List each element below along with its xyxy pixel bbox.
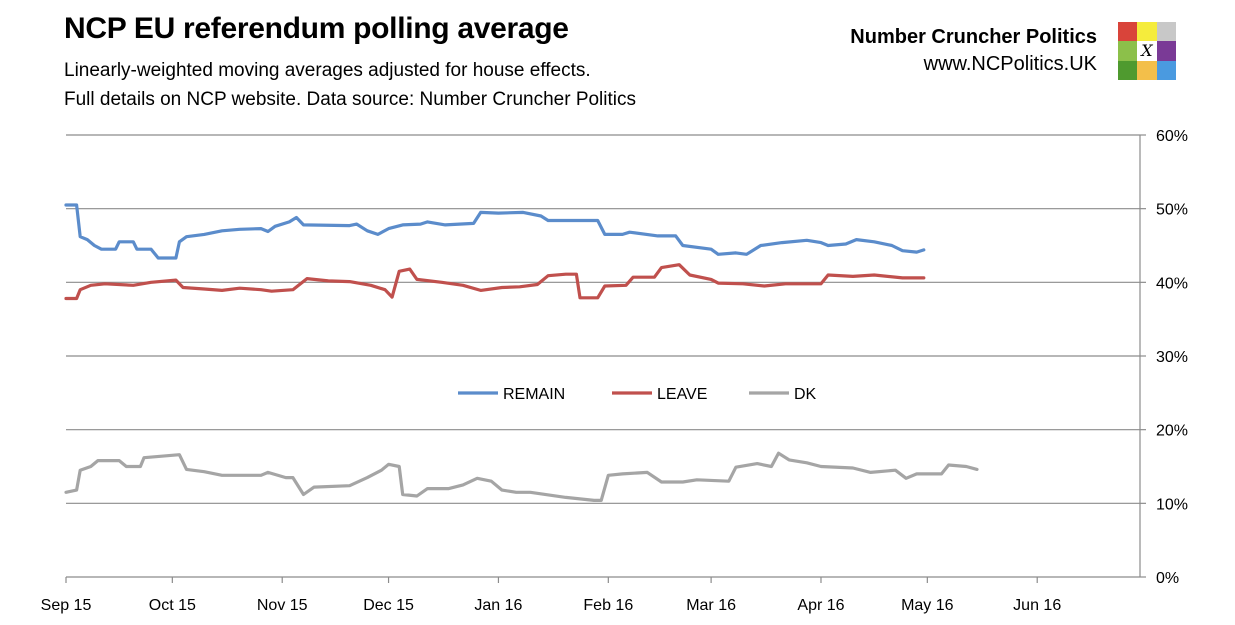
y-tick-label: 40% xyxy=(1156,275,1188,292)
x-tick-label: May 16 xyxy=(901,597,954,614)
series-line-remain xyxy=(64,203,926,260)
brand-name: Number Cruncher Politics xyxy=(850,26,1097,48)
y-tick-label: 20% xyxy=(1156,423,1188,440)
legend: REMAIN LEAVE DK xyxy=(458,386,817,403)
logo-cell xyxy=(1137,22,1157,42)
x-tick-label: Mar 16 xyxy=(686,597,736,614)
x-tick-label: Apr 16 xyxy=(797,597,844,614)
legend-label-remain: REMAIN xyxy=(503,386,565,403)
logo-cell xyxy=(1118,22,1138,42)
chart-subtitle-line-1: Linearly-weighted moving averages adjust… xyxy=(64,60,591,81)
chart-subtitle-line-2: Full details on NCP website. Data source… xyxy=(64,89,636,110)
logo-cell xyxy=(1156,41,1176,61)
x-axis-tick-labels: Sep 15 Oct 15 Nov 15 Dec 15 Jan 16 Feb 16 Mar … xyxy=(41,597,1062,614)
series-line-dk xyxy=(64,451,979,502)
series-lines xyxy=(64,203,979,502)
logo-cell xyxy=(1156,22,1176,42)
series-line-leave xyxy=(64,263,926,301)
x-tick-label: Dec 15 xyxy=(363,597,414,614)
logo-cell xyxy=(1156,60,1176,80)
logo-cell xyxy=(1118,60,1138,80)
x-tick-label: Sep 15 xyxy=(41,597,92,614)
chart-title: NCP EU referendum polling average xyxy=(64,12,569,45)
x-tick-label: Feb 16 xyxy=(583,597,633,614)
brand-url: www.NCPolitics.UK xyxy=(923,53,1097,75)
gridlines xyxy=(66,134,1140,504)
x-tick-label: Jun 16 xyxy=(1013,597,1061,614)
y-tick-label: 10% xyxy=(1156,496,1188,513)
y-tick-label: 50% xyxy=(1156,202,1188,219)
x-tick-label: Nov 15 xyxy=(257,597,308,614)
y-tick-label: 30% xyxy=(1156,349,1188,366)
legend-label-dk: DK xyxy=(794,386,817,403)
y-axis-tick-labels: 0% 10% 20% 30% 40% 50% 60% xyxy=(1156,128,1188,587)
axes xyxy=(65,134,1146,583)
y-tick-label: 60% xyxy=(1156,128,1188,145)
brand-block: Number Cruncher Politics www.NCPolitics.… xyxy=(850,24,1097,78)
logo-cell xyxy=(1118,41,1138,61)
logo-cell xyxy=(1137,60,1157,80)
logo-mark: X xyxy=(1137,41,1157,61)
x-tick-label: Oct 15 xyxy=(149,597,196,614)
x-tick-label: Jan 16 xyxy=(474,597,522,614)
y-tick-label: 0% xyxy=(1156,570,1179,587)
legend-label-leave: LEAVE xyxy=(657,386,707,403)
ncp-logo: X xyxy=(1118,22,1176,80)
